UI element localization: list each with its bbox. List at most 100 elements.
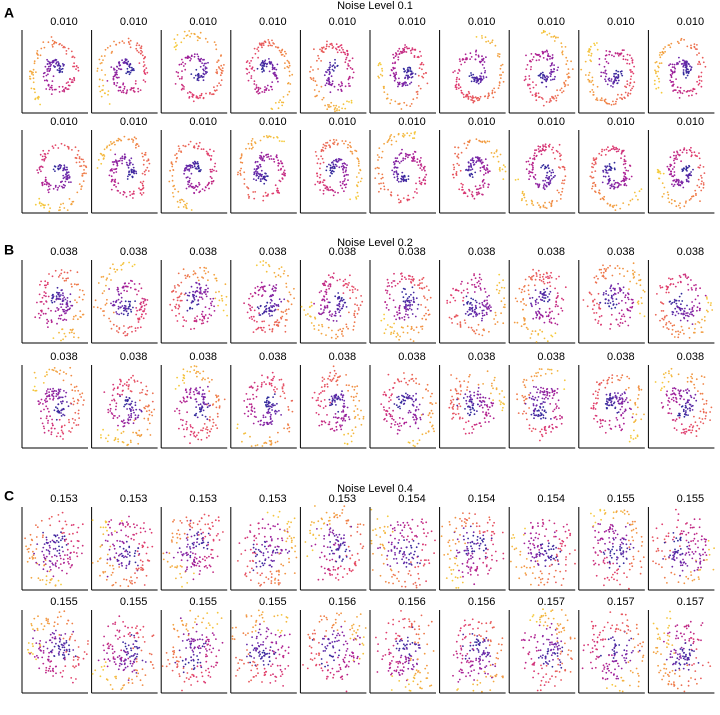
- scatter-dot: [605, 54, 608, 57]
- scatter-dot: [210, 170, 213, 173]
- panel: 0.038: [439, 246, 506, 344]
- scatter-dot: [271, 310, 274, 313]
- scatter-dot: [531, 275, 533, 278]
- scatter-dot: [117, 293, 120, 295]
- scatter-dot: [65, 306, 68, 309]
- scatter-dot: [594, 183, 597, 186]
- scatter-dot: [48, 182, 50, 185]
- scatter-dot: [547, 53, 550, 55]
- scatter-dot: [608, 53, 611, 56]
- scatter-dot: [260, 62, 263, 64]
- panel-score: 0.038: [537, 246, 565, 258]
- scatter-dot: [521, 192, 524, 195]
- scatter-dot: [606, 83, 609, 86]
- scatter-dot: [681, 182, 683, 185]
- scatter-dot: [591, 185, 594, 188]
- scatter-dot: [102, 89, 104, 91]
- scatter-dot: [488, 170, 491, 173]
- scatter-dot: [687, 72, 690, 75]
- scatter-dot: [338, 106, 340, 108]
- scatter-dot: [132, 306, 134, 309]
- scatter-dot: [175, 160, 177, 163]
- scatter-dot: [334, 295, 337, 298]
- scatter-dot: [207, 287, 209, 290]
- scatter-dot: [127, 138, 130, 141]
- scatter-dot: [456, 76, 458, 79]
- scatter-dot: [262, 260, 265, 262]
- scatter-dot: [341, 297, 343, 299]
- scatter-dot: [179, 299, 182, 302]
- scatter-dot: [258, 175, 260, 178]
- scatter-dot: [270, 295, 273, 298]
- scatter-dot: [355, 176, 358, 178]
- scatter-dot: [210, 302, 212, 305]
- scatter-dot: [346, 164, 348, 167]
- scatter-dot: [700, 174, 702, 177]
- scatter-dot: [528, 178, 530, 181]
- scatter-dot: [496, 55, 499, 57]
- scatter-dot: [257, 92, 260, 95]
- scatter-dot: [61, 44, 63, 47]
- scatter-dot: [117, 139, 119, 142]
- scatter-dot: [257, 177, 260, 180]
- scatter-dot: [467, 95, 469, 98]
- scatter-dot: [117, 288, 120, 290]
- scatter-dot: [328, 163, 330, 166]
- scatter-dot: [396, 179, 399, 182]
- scatter-dot: [78, 156, 81, 158]
- scatter-dot: [104, 304, 107, 306]
- scatter-dot: [332, 167, 334, 170]
- scatter-dot: [379, 187, 382, 190]
- scatter-dot: [604, 70, 607, 72]
- scatter-dot: [286, 65, 289, 68]
- scatter-dot: [607, 182, 610, 185]
- scatter-dot: [619, 97, 621, 99]
- scatter-dot: [562, 90, 565, 92]
- scatter-dot: [252, 315, 255, 318]
- scatter-dot: [136, 293, 138, 296]
- scatter-dot: [627, 298, 630, 301]
- scatter-dot: [243, 178, 246, 181]
- scatter-dot: [117, 190, 120, 192]
- scatter-dot: [640, 188, 643, 191]
- scatter-dot: [592, 166, 594, 169]
- scatter-dot: [552, 171, 555, 174]
- scatter-dot: [429, 296, 432, 299]
- scatter-dot: [132, 197, 134, 199]
- scatter-dot: [319, 167, 321, 170]
- scatter-dot: [188, 294, 191, 297]
- scatter-dot: [80, 158, 83, 161]
- scatter-dot: [621, 322, 624, 324]
- scatter-dot: [395, 53, 398, 56]
- scatter-dot: [452, 71, 455, 74]
- scatter-dot: [402, 157, 405, 160]
- scatter-dot: [537, 92, 540, 95]
- scatter-dot: [268, 89, 270, 91]
- scatter-dot: [611, 54, 613, 57]
- scatter-dot: [73, 336, 75, 338]
- scatter-dot: [66, 168, 69, 171]
- scatter-dot: [582, 299, 585, 301]
- scatter-dot: [383, 317, 386, 320]
- scatter-dot: [486, 97, 489, 99]
- scatter-dot: [474, 299, 477, 302]
- scatter-dot: [615, 69, 618, 72]
- scatter-dot: [499, 153, 502, 156]
- scatter-dot: [218, 82, 221, 85]
- scatter-dot: [561, 190, 563, 193]
- scatter-dot: [477, 191, 480, 194]
- scatter-dot: [188, 56, 191, 59]
- scatter-dot: [258, 173, 261, 176]
- scatter-dot: [213, 165, 216, 168]
- scatter-dot: [610, 313, 613, 316]
- scatter-dot: [288, 74, 291, 77]
- scatter-dot: [100, 62, 103, 64]
- scatter-dot: [221, 67, 224, 69]
- scatter-dot: [542, 164, 545, 166]
- scatter-dot: [455, 78, 458, 81]
- scatter-dot: [262, 326, 265, 329]
- scatter-dot: [58, 331, 60, 334]
- scatter-dot: [402, 82, 405, 84]
- scatter-dot: [609, 184, 612, 187]
- scatter-dot: [329, 72, 331, 74]
